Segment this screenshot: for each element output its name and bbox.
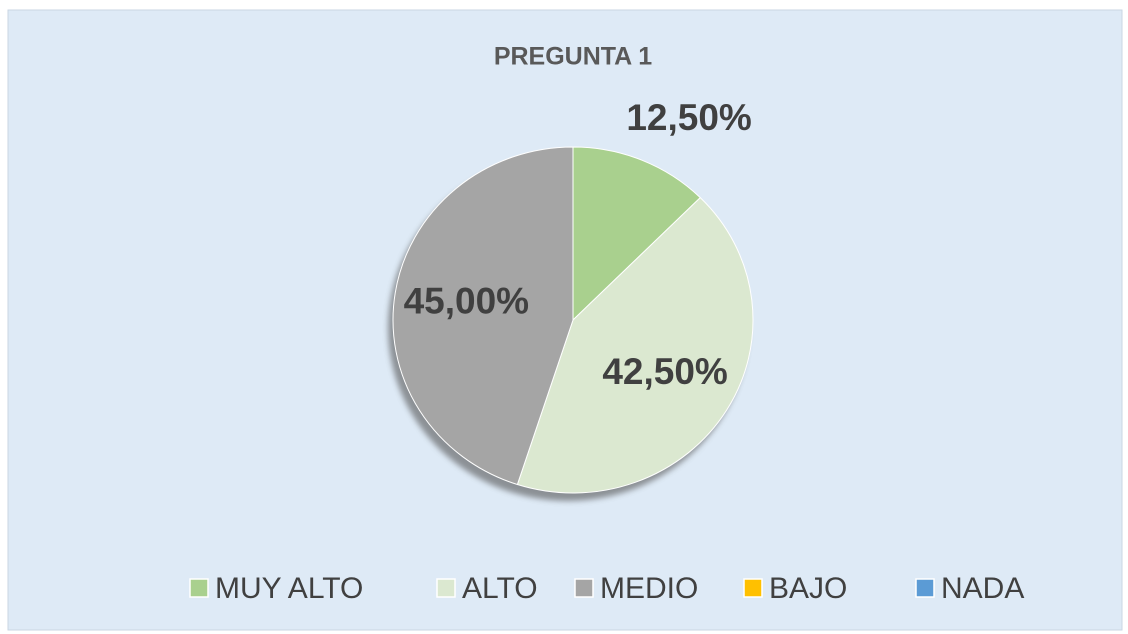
legend-swatch [574,578,594,598]
legend-label: MEDIO [600,572,698,605]
legend-label: ALTO [462,572,538,605]
data-label: 45,00% [404,281,530,322]
pie-slice [516,196,754,494]
legend-label: NADA [941,572,1024,605]
data-label: 12,50% [626,97,752,138]
legend-swatch [915,578,935,598]
chart-title: PREGUNTA 1 [494,43,652,71]
data-label: 42,50% [602,351,728,392]
legend-swatch [189,578,209,598]
legend-label: BAJO [769,572,847,605]
pie-slice [392,146,574,486]
legend-swatch [436,578,456,598]
pie-slice [572,146,702,322]
legend-label: MUY ALTO [215,572,363,605]
legend-swatch [743,578,763,598]
